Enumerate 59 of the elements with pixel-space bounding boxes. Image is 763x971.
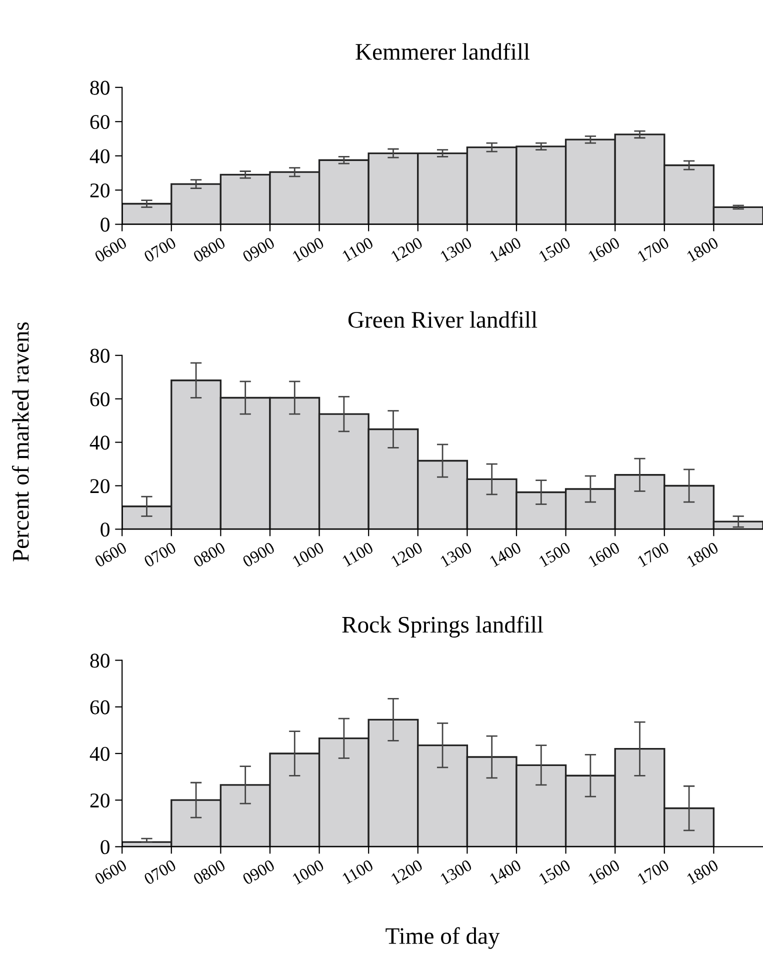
y-tick-label: 40 [90,149,110,164]
x-tick-label: 1800 [686,236,720,262]
x-tick-label: 1200 [390,236,424,262]
x-tick-label: 0800 [192,542,226,568]
y-tick-label: 20 [90,479,110,494]
x-tick-label: 1200 [390,859,424,885]
y-tick-label: 80 [90,80,110,95]
y-tick-label: 60 [90,700,110,714]
x-tick-label: 0600 [94,542,128,568]
x-axis-title: Time of day [386,927,500,949]
x-tick-label: 0700 [143,542,177,568]
x-tick-label: 1400 [489,859,522,885]
x-tick-label: 1200 [390,542,424,568]
y-tick-label: 40 [90,746,110,761]
x-tick-label: 0700 [143,859,177,886]
x-tick-label: 1600 [588,236,620,262]
chart-title: Green River landfill [348,310,538,328]
y-tick-label: 0 [100,218,110,232]
x-tick-label: 0900 [242,542,276,568]
y-tick-label: 60 [90,392,110,406]
x-tick-label: 0700 [143,236,177,263]
x-tick-label: 0800 [192,859,226,886]
y-tick-label: 80 [90,654,110,668]
x-tick-label: 1400 [489,542,522,568]
x-tick-label: 0800 [192,236,226,263]
x-tick-label: 1800 [686,542,720,568]
y-tick-label: 0 [100,840,110,854]
x-tick-label: 1800 [686,859,720,885]
y-tick-label: 80 [90,348,110,363]
x-tick-label: 1700 [637,859,670,885]
chart-title: Rock Springs landfill [342,616,544,638]
x-tick-label: 1300 [440,542,473,568]
x-tick-label: 1300 [440,236,473,262]
y-tick-label: 0 [100,522,110,537]
x-tick-label: 1000 [292,542,325,568]
y-tick-label: 20 [90,183,110,198]
x-tick-label: 0900 [242,236,276,263]
x-tick-label: 1700 [637,542,670,568]
y-axis-title: Percent of marked ravens [12,322,29,562]
x-tick-label: 1000 [292,859,325,885]
x-tick-label: 1400 [489,236,522,262]
x-tick-label: 0900 [242,859,276,886]
x-tick-label: 1600 [588,859,620,885]
x-tick-label: 1000 [292,236,325,262]
x-tick-label: 0600 [94,859,128,886]
y-tick-label: 40 [90,436,110,450]
y-tick-label: 20 [90,793,110,808]
x-tick-label: 0600 [94,236,128,263]
x-tick-label: 1500 [538,859,572,885]
x-tick-label: 1600 [588,542,620,568]
x-tick-label: 1700 [637,236,670,262]
x-tick-label: 1100 [342,859,374,884]
x-tick-label: 1100 [342,236,374,262]
chart-title: Kemmerer landfill [356,42,530,60]
x-tick-label: 1100 [342,542,374,567]
x-tick-label: 1500 [538,236,572,262]
x-tick-label: 1300 [440,859,473,885]
x-tick-label: 1500 [538,542,572,568]
y-tick-label: 60 [90,114,110,130]
